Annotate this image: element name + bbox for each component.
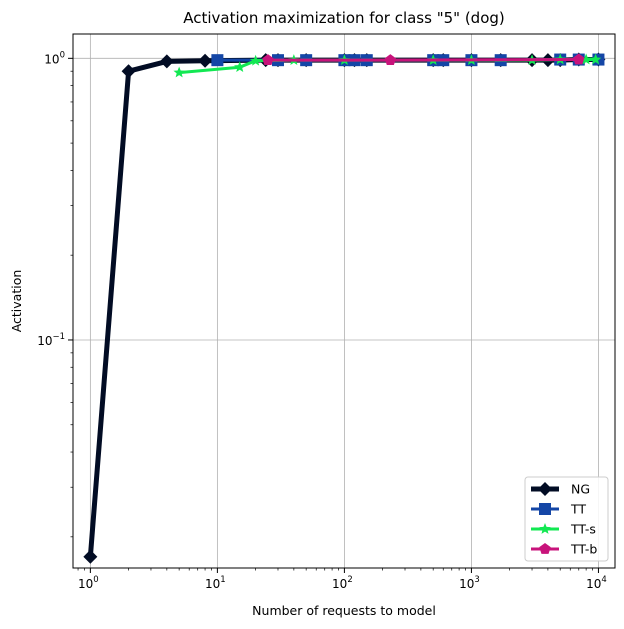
data-point-ng [198,53,213,68]
legend-marker-tt-b [539,543,551,554]
legend-entry-tt: TT [531,502,586,517]
legend-entry-ng: NG [531,482,590,497]
data-point-tt [211,54,224,67]
data-point-tt-s [173,66,185,78]
data-point-tt-b [262,54,274,66]
x-tick-label: 104 [586,575,607,591]
data-point-ng [159,54,174,69]
legend-marker-tt [539,503,551,515]
x-tick-label: 101 [205,575,226,591]
legend-entry-tt-b: TT-b [531,542,597,557]
y-tick-label: 100 [44,50,65,66]
series-line-tt-b [266,58,581,62]
x-axis-ticks: 100 101 102 103 104 [77,568,607,591]
y-axis-label: Activation [9,270,24,333]
data-point-tt-s [589,53,602,65]
legend-label-tt: TT [570,502,586,517]
y-tick-label: 10−1 [37,332,65,348]
y-axis-ticks: 100 10−1 [37,50,73,538]
legend-entry-tt-s: TT-s [531,522,596,537]
x-axis-label: Number of requests to model [252,603,436,618]
chart-title: Activation maximization for class "5" (d… [183,9,505,27]
series-tt-b [262,53,585,66]
legend-marker-tt-s [539,523,551,534]
data-point-tt-b [573,53,585,65]
legend-box [524,476,609,562]
x-tick-label: 103 [459,575,480,591]
legend-label-ng: NG [571,482,590,497]
series-layer [83,52,606,564]
legend-label-tt-b: TT-b [570,542,597,557]
data-point-tt-s [580,53,592,65]
data-point-tt-b [384,54,397,66]
x-tick-label: 102 [332,575,353,591]
legend-label-tt-s: TT-s [570,522,596,537]
legend-marker-ng [538,482,552,496]
data-point-tt-s [234,61,246,73]
legend: NG TT TT-s TT-b [524,476,609,562]
x-tick-label: 100 [78,575,99,591]
data-point-ng [121,64,136,79]
data-point-ng [83,549,98,564]
data-point-tt-s [249,54,262,66]
